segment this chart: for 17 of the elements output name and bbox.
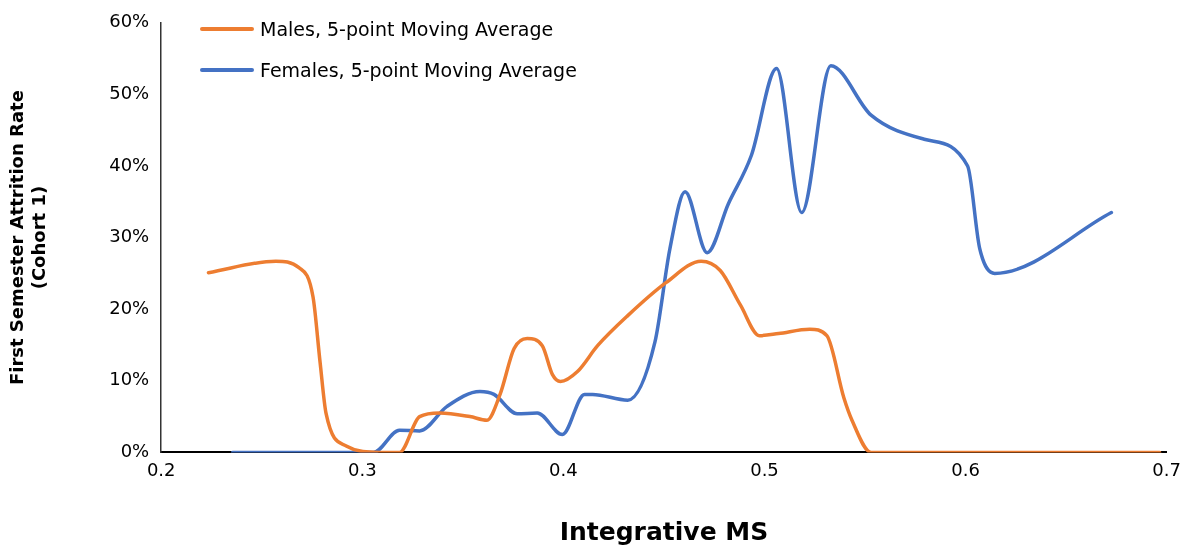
y-tick-label: 50% bbox=[109, 82, 150, 104]
x-axis-title: Integrative MS bbox=[559, 516, 769, 546]
legend-label: Females, 5-point Moving Average bbox=[260, 58, 577, 81]
x-tick-label: 0.7 bbox=[1152, 458, 1182, 480]
x-tick-label: 0.6 bbox=[951, 458, 980, 480]
y-tick-label: 10% bbox=[109, 368, 150, 390]
line-series bbox=[230, 64, 1114, 453]
x-tick-label: 0.3 bbox=[347, 458, 377, 480]
y-axis-title: First Semester Attrition Rate (Cohort 1) bbox=[6, 90, 50, 386]
x-tick-label: 0.5 bbox=[750, 458, 779, 480]
y-tick-label: 20% bbox=[109, 296, 150, 318]
y-tick-label: 30% bbox=[109, 225, 150, 247]
x-tick-label: 0.4 bbox=[549, 458, 578, 480]
y-tick-label: 40% bbox=[109, 153, 150, 175]
line-series bbox=[206, 259, 1162, 453]
legend-label: Males, 5-point Moving Average bbox=[260, 17, 554, 40]
y-tick-label: 60% bbox=[109, 10, 150, 32]
